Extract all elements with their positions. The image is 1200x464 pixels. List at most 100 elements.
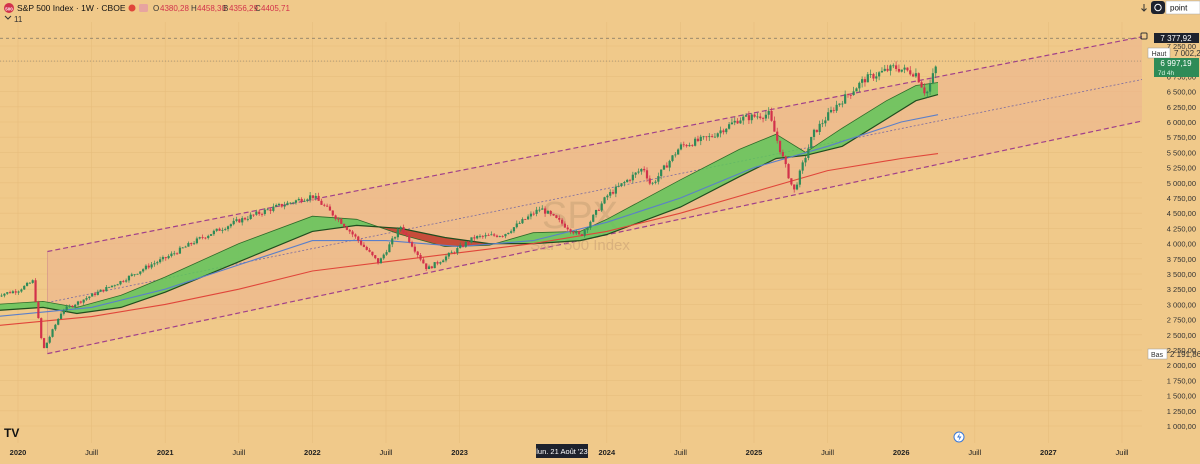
- candle-up: [821, 123, 823, 124]
- time-tick-label: Juill: [232, 448, 245, 457]
- candle-up: [547, 211, 549, 214]
- time-tick-label: Juill: [968, 448, 981, 457]
- bas-value: 2 191,86: [1170, 350, 1200, 359]
- candle-up: [926, 92, 928, 94]
- candle-up: [142, 269, 144, 271]
- candle-down: [722, 130, 724, 132]
- candle-up: [182, 248, 184, 249]
- candle-up: [221, 230, 223, 231]
- candle-up: [575, 231, 577, 233]
- price-tick-label: 1 250,00: [1167, 407, 1196, 416]
- candle-down: [753, 115, 755, 117]
- tradingview-logo[interactable]: TV: [4, 426, 19, 440]
- candle-down: [552, 214, 554, 215]
- crosshair-date-label: lun. 21 Août '23: [536, 444, 588, 458]
- candle-up: [884, 69, 886, 71]
- candle-up: [459, 245, 461, 248]
- candle-down: [612, 192, 614, 194]
- candle-up: [708, 136, 710, 137]
- candle-down: [15, 291, 17, 292]
- candle-up: [445, 257, 447, 261]
- candle-up: [609, 192, 611, 196]
- candle-down: [493, 234, 495, 235]
- candle-down: [320, 201, 322, 205]
- flash-icon[interactable]: [954, 432, 964, 442]
- candle-down: [564, 224, 566, 228]
- candle-up: [159, 259, 161, 262]
- candle-up: [586, 228, 588, 230]
- candle-up: [878, 72, 880, 76]
- ohlc-open-value: 4380,28: [160, 4, 189, 13]
- indicator-count[interactable]: 11: [14, 15, 23, 24]
- candle-down: [354, 234, 356, 236]
- candle-up: [275, 205, 277, 207]
- candle-up: [541, 208, 543, 209]
- candle-up: [637, 172, 639, 173]
- candle-up: [233, 221, 235, 224]
- candle-up: [603, 197, 605, 203]
- candle-up: [623, 182, 625, 183]
- candle-down: [357, 237, 359, 241]
- candle-down: [691, 145, 693, 146]
- haut-value: 7 002,28: [1174, 49, 1200, 58]
- candle-down: [43, 338, 45, 348]
- alert-icon[interactable]: [139, 4, 148, 12]
- candle-up: [479, 236, 481, 237]
- time-tick-label: 2025: [746, 448, 763, 457]
- candle-up: [12, 291, 14, 293]
- candle-up: [54, 325, 56, 330]
- candle-up: [156, 262, 158, 263]
- candle-down: [37, 302, 39, 318]
- candle-up: [23, 286, 25, 290]
- candle-up: [813, 130, 815, 137]
- price-tick-label: 3 250,00: [1167, 285, 1196, 294]
- candle-up: [235, 219, 237, 221]
- candle-up: [674, 155, 676, 156]
- candle-up: [456, 248, 458, 253]
- candle-up: [227, 226, 229, 229]
- candle-up: [768, 111, 770, 115]
- candle-down: [122, 281, 124, 282]
- candle-up: [83, 300, 85, 303]
- candle-up: [688, 145, 690, 146]
- candle-up: [105, 287, 107, 291]
- candle-down: [148, 266, 150, 268]
- candle-down: [252, 215, 254, 216]
- candle-up: [117, 284, 119, 285]
- candle-down: [686, 145, 688, 146]
- candle-up: [901, 70, 903, 72]
- candle-up: [60, 314, 62, 319]
- candle-up: [196, 238, 198, 243]
- candle-down: [847, 94, 849, 95]
- candle-up: [703, 136, 705, 137]
- candle-up: [521, 219, 523, 223]
- candle-down: [337, 219, 339, 220]
- candle-down: [419, 255, 421, 260]
- candle-down: [408, 235, 410, 242]
- candle-down: [697, 139, 699, 141]
- replay-button[interactable]: [1151, 1, 1165, 14]
- candle-up: [742, 117, 744, 121]
- haut-label: Haut 7 002,28: [1148, 48, 1200, 58]
- price-tick-label: 3 750,00: [1167, 255, 1196, 264]
- candle-up: [68, 306, 70, 307]
- price-tick-label: 2 750,00: [1167, 316, 1196, 325]
- candle-up: [151, 264, 153, 267]
- candle-up: [167, 256, 169, 258]
- candle-down: [550, 211, 552, 214]
- ohlc-low-key: B: [223, 4, 228, 13]
- candle-up: [6, 292, 8, 294]
- candle-down: [363, 245, 365, 247]
- candle-down: [366, 247, 368, 250]
- candle-down: [705, 136, 707, 137]
- candle-down: [736, 121, 738, 123]
- candle-up: [892, 65, 894, 66]
- symbol-title[interactable]: S&P 500 Index · 1W · CBOE: [17, 3, 126, 13]
- candle-down: [343, 224, 345, 227]
- candle-down: [887, 69, 889, 71]
- candle-down: [524, 219, 526, 220]
- candle-up: [595, 210, 597, 215]
- price-tick-label: 6 000,00: [1167, 118, 1196, 127]
- candle-down: [258, 212, 260, 214]
